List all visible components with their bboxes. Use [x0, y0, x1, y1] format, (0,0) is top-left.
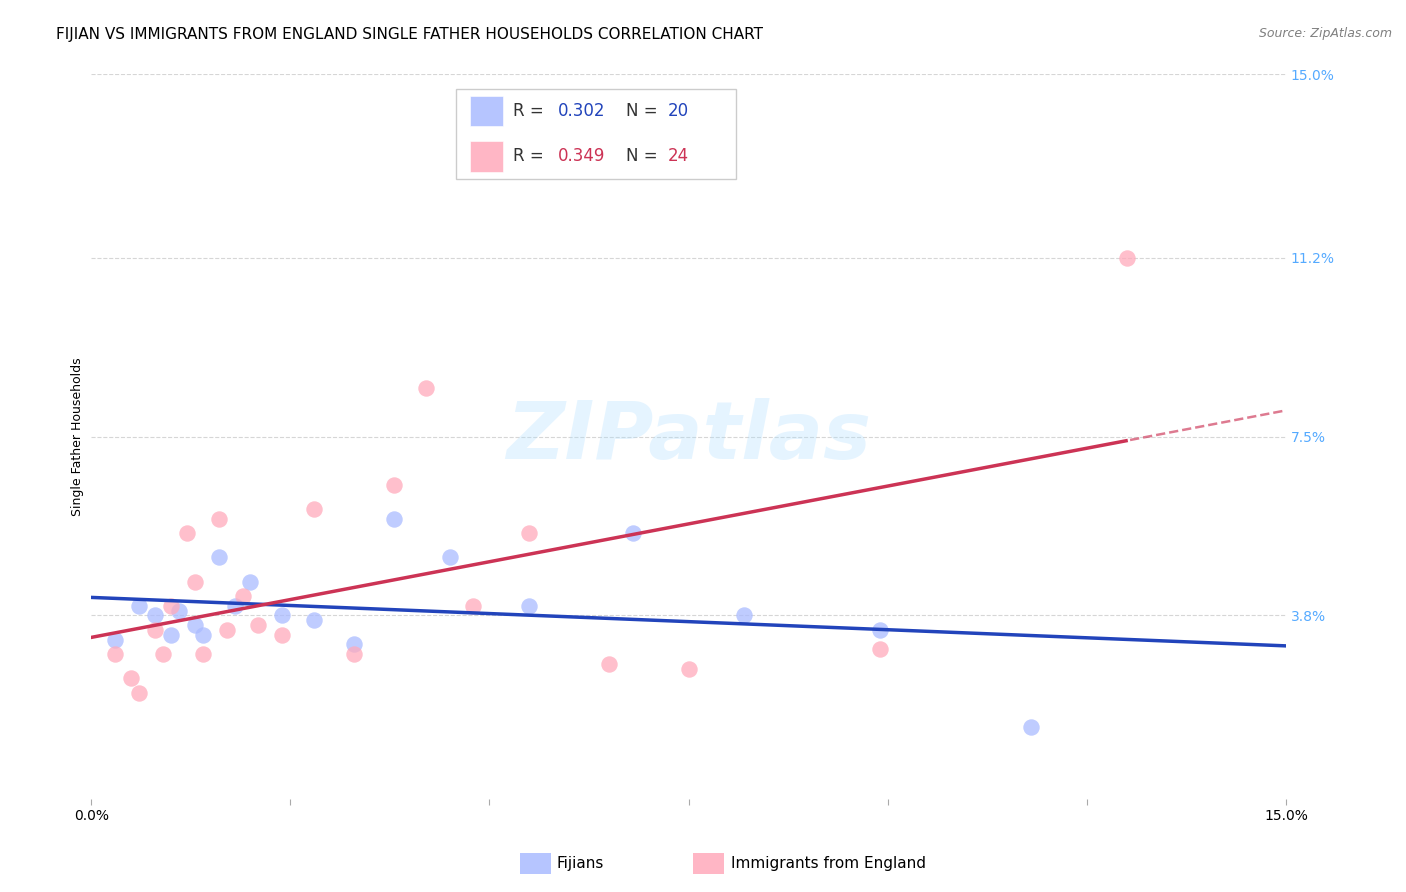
Text: 0.302: 0.302 [558, 103, 606, 120]
Text: 20: 20 [668, 103, 689, 120]
Text: 24: 24 [668, 147, 689, 166]
Point [517, 599, 540, 613]
Point [143, 623, 166, 637]
Text: Source: ZipAtlas.com: Source: ZipAtlas.com [1258, 27, 1392, 40]
Point [207, 550, 229, 565]
FancyBboxPatch shape [456, 88, 737, 179]
Point [128, 686, 150, 700]
Point [191, 628, 214, 642]
Point [176, 526, 198, 541]
Point [231, 589, 253, 603]
Point [382, 478, 405, 492]
Point [207, 512, 229, 526]
Text: 0.349: 0.349 [558, 147, 606, 166]
Point [517, 526, 540, 541]
Point [869, 642, 891, 657]
Point [152, 647, 174, 661]
Point [104, 632, 127, 647]
Point [343, 647, 366, 661]
Text: N =: N = [627, 147, 664, 166]
Text: Immigrants from England: Immigrants from England [731, 856, 927, 871]
Point [621, 526, 644, 541]
Point [382, 512, 405, 526]
Point [439, 550, 461, 565]
Point [463, 599, 485, 613]
Point [160, 628, 183, 642]
Point [1115, 251, 1137, 265]
Point [271, 608, 294, 623]
Point [120, 671, 142, 685]
Point [247, 618, 270, 632]
Text: FIJIAN VS IMMIGRANTS FROM ENGLAND SINGLE FATHER HOUSEHOLDS CORRELATION CHART: FIJIAN VS IMMIGRANTS FROM ENGLAND SINGLE… [56, 27, 763, 42]
Point [183, 618, 205, 632]
Point [598, 657, 620, 671]
Point [160, 599, 183, 613]
Point [733, 608, 755, 623]
Point [869, 623, 891, 637]
Point [215, 623, 238, 637]
FancyBboxPatch shape [470, 141, 503, 172]
Point [143, 608, 166, 623]
Text: R =: R = [513, 103, 548, 120]
Text: R =: R = [513, 147, 548, 166]
Point [183, 574, 205, 589]
Point [271, 628, 294, 642]
Point [167, 603, 190, 617]
Point [128, 599, 150, 613]
Text: Fijians: Fijians [557, 856, 605, 871]
Point [302, 502, 325, 516]
Point [104, 647, 127, 661]
FancyBboxPatch shape [470, 96, 503, 127]
Point [1019, 720, 1042, 734]
Y-axis label: Single Father Households: Single Father Households [72, 357, 84, 516]
Point [678, 662, 700, 676]
Text: N =: N = [627, 103, 664, 120]
Point [343, 637, 366, 651]
Text: ZIPatlas: ZIPatlas [506, 398, 872, 475]
Point [302, 613, 325, 627]
Point [239, 574, 262, 589]
Point [224, 599, 246, 613]
Point [415, 381, 437, 395]
Point [191, 647, 214, 661]
